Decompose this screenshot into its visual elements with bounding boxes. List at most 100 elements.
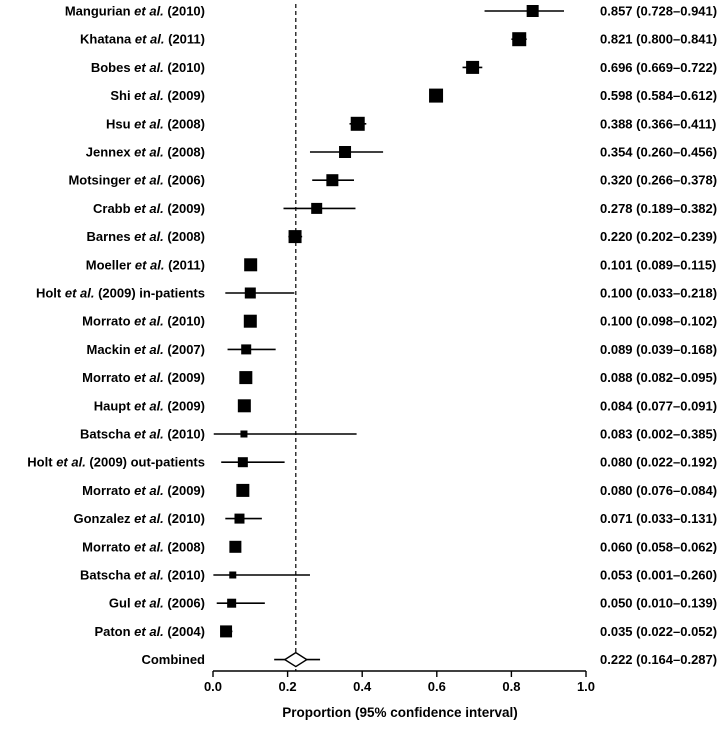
study-row: Paton et al. (2004) 0.035 (0.022–0.052): [94, 624, 717, 639]
point-estimate-marker: [243, 314, 257, 328]
study-label: Moeller et al. (2011): [86, 257, 205, 272]
study-label: Motsinger et al. (2006): [68, 173, 205, 188]
study-row: Mangurian et al. (2010) 0.857 (0.728–0.94…: [65, 4, 717, 19]
study-label: Barnes et al. (2008): [86, 229, 205, 244]
x-axis-tick-label: 0.2: [279, 679, 297, 694]
study-label: Holt et al. (2009) out-patients: [27, 455, 205, 470]
x-axis-title: Proportion (95% confidence interval): [282, 705, 518, 720]
study-label: Batscha et al. (2010): [80, 427, 205, 442]
estimate-value: 0.060 (0.058–0.062): [600, 539, 717, 554]
point-estimate-marker: [227, 598, 237, 608]
study-row: Batscha et al. (2010) 0.083 (0.002–0.385): [80, 427, 717, 442]
estimate-value: 0.089 (0.039–0.168): [600, 342, 717, 357]
study-row: Crabb et al. (2009) 0.278 (0.189–0.382): [93, 201, 717, 216]
estimate-value: 0.080 (0.022–0.192): [600, 455, 717, 470]
estimate-value: 0.088 (0.082–0.095): [600, 370, 717, 385]
point-estimate-marker: [466, 60, 480, 74]
study-label: Hsu et al. (2008): [106, 116, 205, 131]
point-estimate-marker: [237, 457, 248, 468]
study-row: Jennex et al. (2008) 0.354 (0.260–0.456): [86, 145, 717, 160]
point-estimate-marker: [239, 371, 253, 385]
study-row: Hsu et al. (2008) 0.388 (0.366–0.411): [106, 116, 716, 131]
point-estimate-marker: [244, 287, 256, 299]
point-estimate-marker: [326, 174, 339, 187]
point-estimate-marker: [229, 571, 237, 579]
study-row: Morrato et al. (2009) 0.080 (0.076–0.084): [82, 483, 717, 498]
study-row: Moeller et al. (2011) 0.101 (0.089–0.115): [86, 257, 717, 272]
x-axis-layer: 0.0 0.2 0.4 0.6 0.8 1.0: [204, 670, 595, 694]
study-label: Paton et al. (2004): [94, 624, 205, 639]
estimate-value: 0.278 (0.189–0.382): [600, 201, 717, 216]
point-estimate-marker: [234, 513, 245, 524]
study-label: Khatana et al. (2011): [80, 32, 205, 47]
x-axis-tick-label: 1.0: [577, 679, 595, 694]
estimate-value: 0.050 (0.010–0.139): [600, 596, 717, 611]
point-estimate-marker: [236, 483, 250, 497]
study-row: Holt et al. (2009) in-patients 0.100 (0.0…: [36, 286, 717, 301]
point-estimate-marker: [237, 399, 251, 413]
study-row: Shi et al. (2009) 0.598 (0.584–0.612): [110, 88, 717, 103]
point-estimate-marker: [429, 88, 444, 103]
study-row: Morrato et al. (2010) 0.100 (0.098–0.102): [82, 314, 717, 329]
x-axis-tick-label: 0.4: [353, 679, 372, 694]
study-row: Holt et al. (2009) out-patients 0.080 (0.…: [27, 455, 717, 470]
study-row: Mackin et al. (2007) 0.089 (0.039–0.168): [86, 342, 717, 357]
estimate-value: 0.084 (0.077–0.091): [600, 398, 717, 413]
study-label: Morrato et al. (2010): [82, 314, 205, 329]
estimate-value: 0.222 (0.164–0.287): [600, 652, 717, 667]
point-estimate-marker: [244, 258, 258, 272]
study-label: Morrato et al. (2009): [82, 370, 205, 385]
study-label: Combined: [141, 652, 205, 667]
estimate-value: 0.320 (0.266–0.378): [600, 173, 717, 188]
combined-row: Combined 0.222 (0.164–0.287): [141, 651, 717, 668]
estimate-value: 0.080 (0.076–0.084): [600, 483, 717, 498]
point-estimate-marker: [229, 540, 242, 553]
study-row: Gul et al. (2006) 0.050 (0.010–0.139): [109, 596, 717, 611]
point-estimate-marker: [339, 146, 352, 158]
point-estimate-marker: [240, 430, 248, 438]
x-axis-tick-label: 0.8: [502, 679, 520, 694]
estimate-value: 0.053 (0.001–0.260): [600, 568, 717, 583]
estimate-value: 0.857 (0.728–0.941): [600, 4, 717, 19]
combined-diamond-marker: [283, 651, 309, 668]
estimate-value: 0.354 (0.260–0.456): [600, 145, 717, 160]
point-estimate-marker: [526, 5, 539, 17]
estimate-value: 0.071 (0.033–0.131): [600, 511, 717, 526]
study-row: Batscha et al. (2010) 0.053 (0.001–0.260): [80, 568, 717, 583]
study-label: Haupt et al. (2009): [94, 398, 205, 413]
study-row: Gonzalez et al. (2010) 0.071 (0.033–0.131…: [73, 511, 717, 526]
estimate-value: 0.100 (0.098–0.102): [600, 314, 717, 329]
point-estimate-marker: [311, 202, 323, 214]
estimate-value: 0.035 (0.022–0.052): [600, 624, 717, 639]
study-label: Morrato et al. (2009): [82, 483, 205, 498]
study-label: Gonzalez et al. (2010): [73, 511, 205, 526]
x-axis-tick-label: 0.6: [428, 679, 446, 694]
study-row: Barnes et al. (2008) 0.220 (0.202–0.239): [86, 229, 717, 244]
estimate-value: 0.083 (0.002–0.385): [600, 427, 717, 442]
study-label: Mangurian et al. (2010): [65, 4, 205, 19]
estimate-value: 0.100 (0.033–0.218): [600, 286, 717, 301]
study-row: Motsinger et al. (2006) 0.320 (0.266–0.37…: [68, 173, 717, 188]
point-estimate-marker: [288, 230, 302, 244]
study-label: Crabb et al. (2009): [93, 201, 205, 216]
study-row: Morrato et al. (2008) 0.060 (0.058–0.062): [82, 539, 717, 554]
study-label: Mackin et al. (2007): [86, 342, 205, 357]
estimate-value: 0.101 (0.089–0.115): [600, 257, 716, 272]
study-label: Bobes et al. (2010): [91, 60, 205, 75]
x-axis-tick-label: 0.0: [204, 679, 222, 694]
estimate-value: 0.598 (0.584–0.612): [600, 88, 717, 103]
estimate-value: 0.220 (0.202–0.239): [600, 229, 717, 244]
study-label: Holt et al. (2009) in-patients: [36, 286, 205, 301]
point-estimate-marker: [220, 625, 233, 638]
study-label: Shi et al. (2009): [110, 88, 205, 103]
study-row: Haupt et al. (2009) 0.084 (0.077–0.091): [94, 398, 717, 413]
study-row: Bobes et al. (2010) 0.696 (0.669–0.722): [91, 60, 717, 75]
study-label: Batscha et al. (2010): [80, 568, 205, 583]
point-estimate-marker: [350, 116, 365, 131]
study-label: Jennex et al. (2008): [86, 145, 205, 160]
study-rows-layer: Mangurian et al. (2010) 0.857 (0.728–0.94…: [27, 4, 717, 668]
estimate-value: 0.696 (0.669–0.722): [600, 60, 717, 75]
point-estimate-marker: [241, 344, 252, 355]
